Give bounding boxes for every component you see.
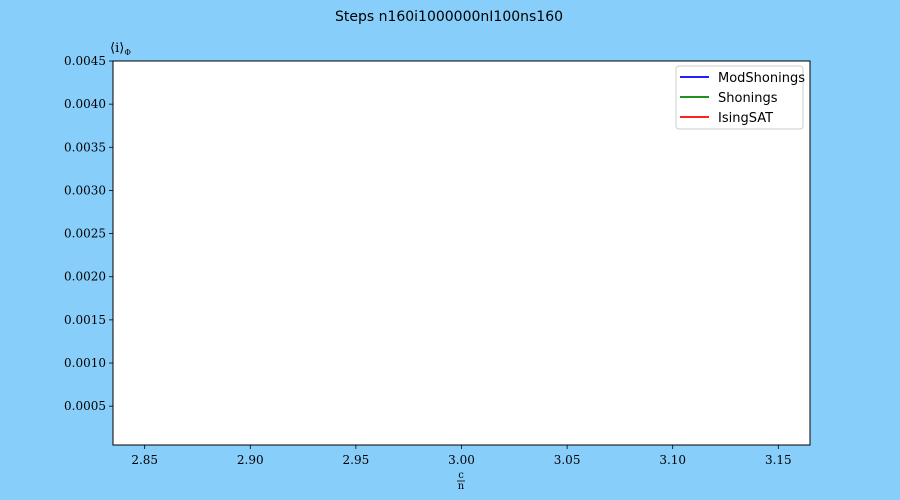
- y-tick-label: 0.0040: [64, 97, 106, 111]
- x-tick-label: 3.10: [659, 453, 686, 467]
- y-tick-label: 0.0020: [64, 270, 106, 284]
- x-tick-label: 3.15: [765, 453, 792, 467]
- y-tick-label: 0.0015: [64, 313, 106, 327]
- x-axis-label: c n: [457, 470, 465, 492]
- legend-box: [675, 65, 804, 130]
- chart-title: Steps n160i1000000nI100ns160: [335, 9, 563, 25]
- y-tick-label: 0.0025: [64, 227, 106, 241]
- x-axis-label-denominator: n: [458, 481, 465, 492]
- y-tick-label: 0.0045: [64, 54, 106, 68]
- x-axis-label-numerator: c: [458, 470, 464, 481]
- y-axis: 0.0005 0.0010 0.0015 0.0020 0.0025 0.0030 0.00…: [64, 54, 113, 413]
- y-tick-label: 0.0005: [64, 399, 106, 413]
- y-tick-label: 0.0030: [64, 183, 106, 197]
- x-tick-label: 2.90: [237, 453, 264, 467]
- y-tick-label: 0.0010: [64, 356, 106, 370]
- legend-label-isingsat: IsingSAT: [718, 111, 773, 126]
- legend-label-shonings: Shonings: [718, 91, 778, 106]
- legend-label-modshonings: ModShonings: [718, 71, 805, 86]
- y-tick-label: 0.0035: [64, 140, 106, 154]
- x-tick-label: 3.05: [554, 453, 581, 467]
- y-axis-label: ⟨i⟩Φ: [110, 41, 131, 57]
- x-tick-label: 2.85: [131, 453, 158, 467]
- x-axis: 2.85 2.90 2.95 3.00 3.05 3.10 3.15: [131, 445, 792, 467]
- x-tick-label: 3.00: [448, 453, 475, 467]
- x-tick-label: 2.95: [343, 453, 370, 467]
- legend: ModShonings Shonings IsingSAT: [675, 65, 805, 130]
